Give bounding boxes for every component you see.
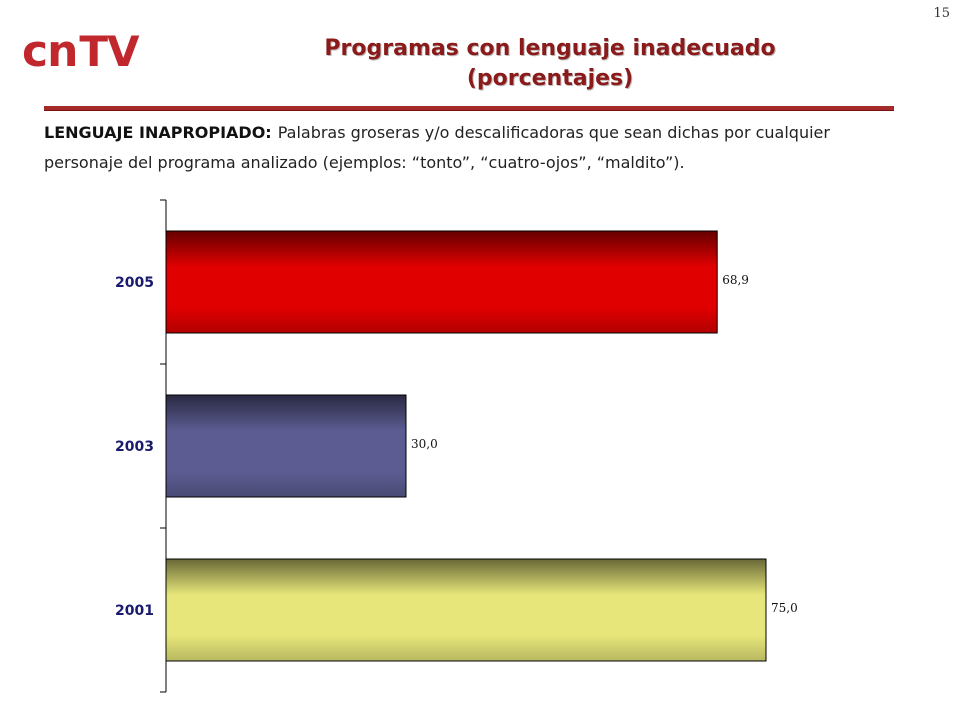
definition-term: LENGUAJE INAPROPIADO:: [44, 123, 272, 142]
definition-text: LENGUAJE INAPROPIADO: Palabras groseras y…: [44, 118, 894, 178]
bar-2003: [165, 394, 407, 498]
value-label-2003: 30,0: [411, 437, 438, 451]
title-line-2: (porcentajes): [466, 66, 634, 91]
page-title: Programas con lenguaje inadecuado (porce…: [260, 34, 840, 94]
logo-cn: cn: [22, 26, 78, 77]
category-label-2005: 2005: [115, 275, 154, 291]
cntv-logo: cnTV: [22, 27, 140, 76]
page-number: 15: [933, 6, 950, 21]
value-label-2005: 68,9: [722, 273, 749, 287]
value-label-2001: 75,0: [771, 601, 798, 615]
definition-body: Palabras groseras y/o descalificadoras q…: [44, 123, 830, 172]
logo-tv: TV: [79, 27, 139, 76]
bar-2001: [165, 558, 767, 662]
category-label-2001: 2001: [115, 603, 154, 619]
title-divider: [44, 106, 894, 111]
bar-2005: [165, 230, 718, 334]
category-label-2003: 2003: [115, 439, 154, 455]
bar-chart: 2005 68,9 2003 30,0 2001 75,0: [115, 199, 798, 693]
title-line-1: Programas con lenguaje inadecuado: [324, 36, 776, 61]
